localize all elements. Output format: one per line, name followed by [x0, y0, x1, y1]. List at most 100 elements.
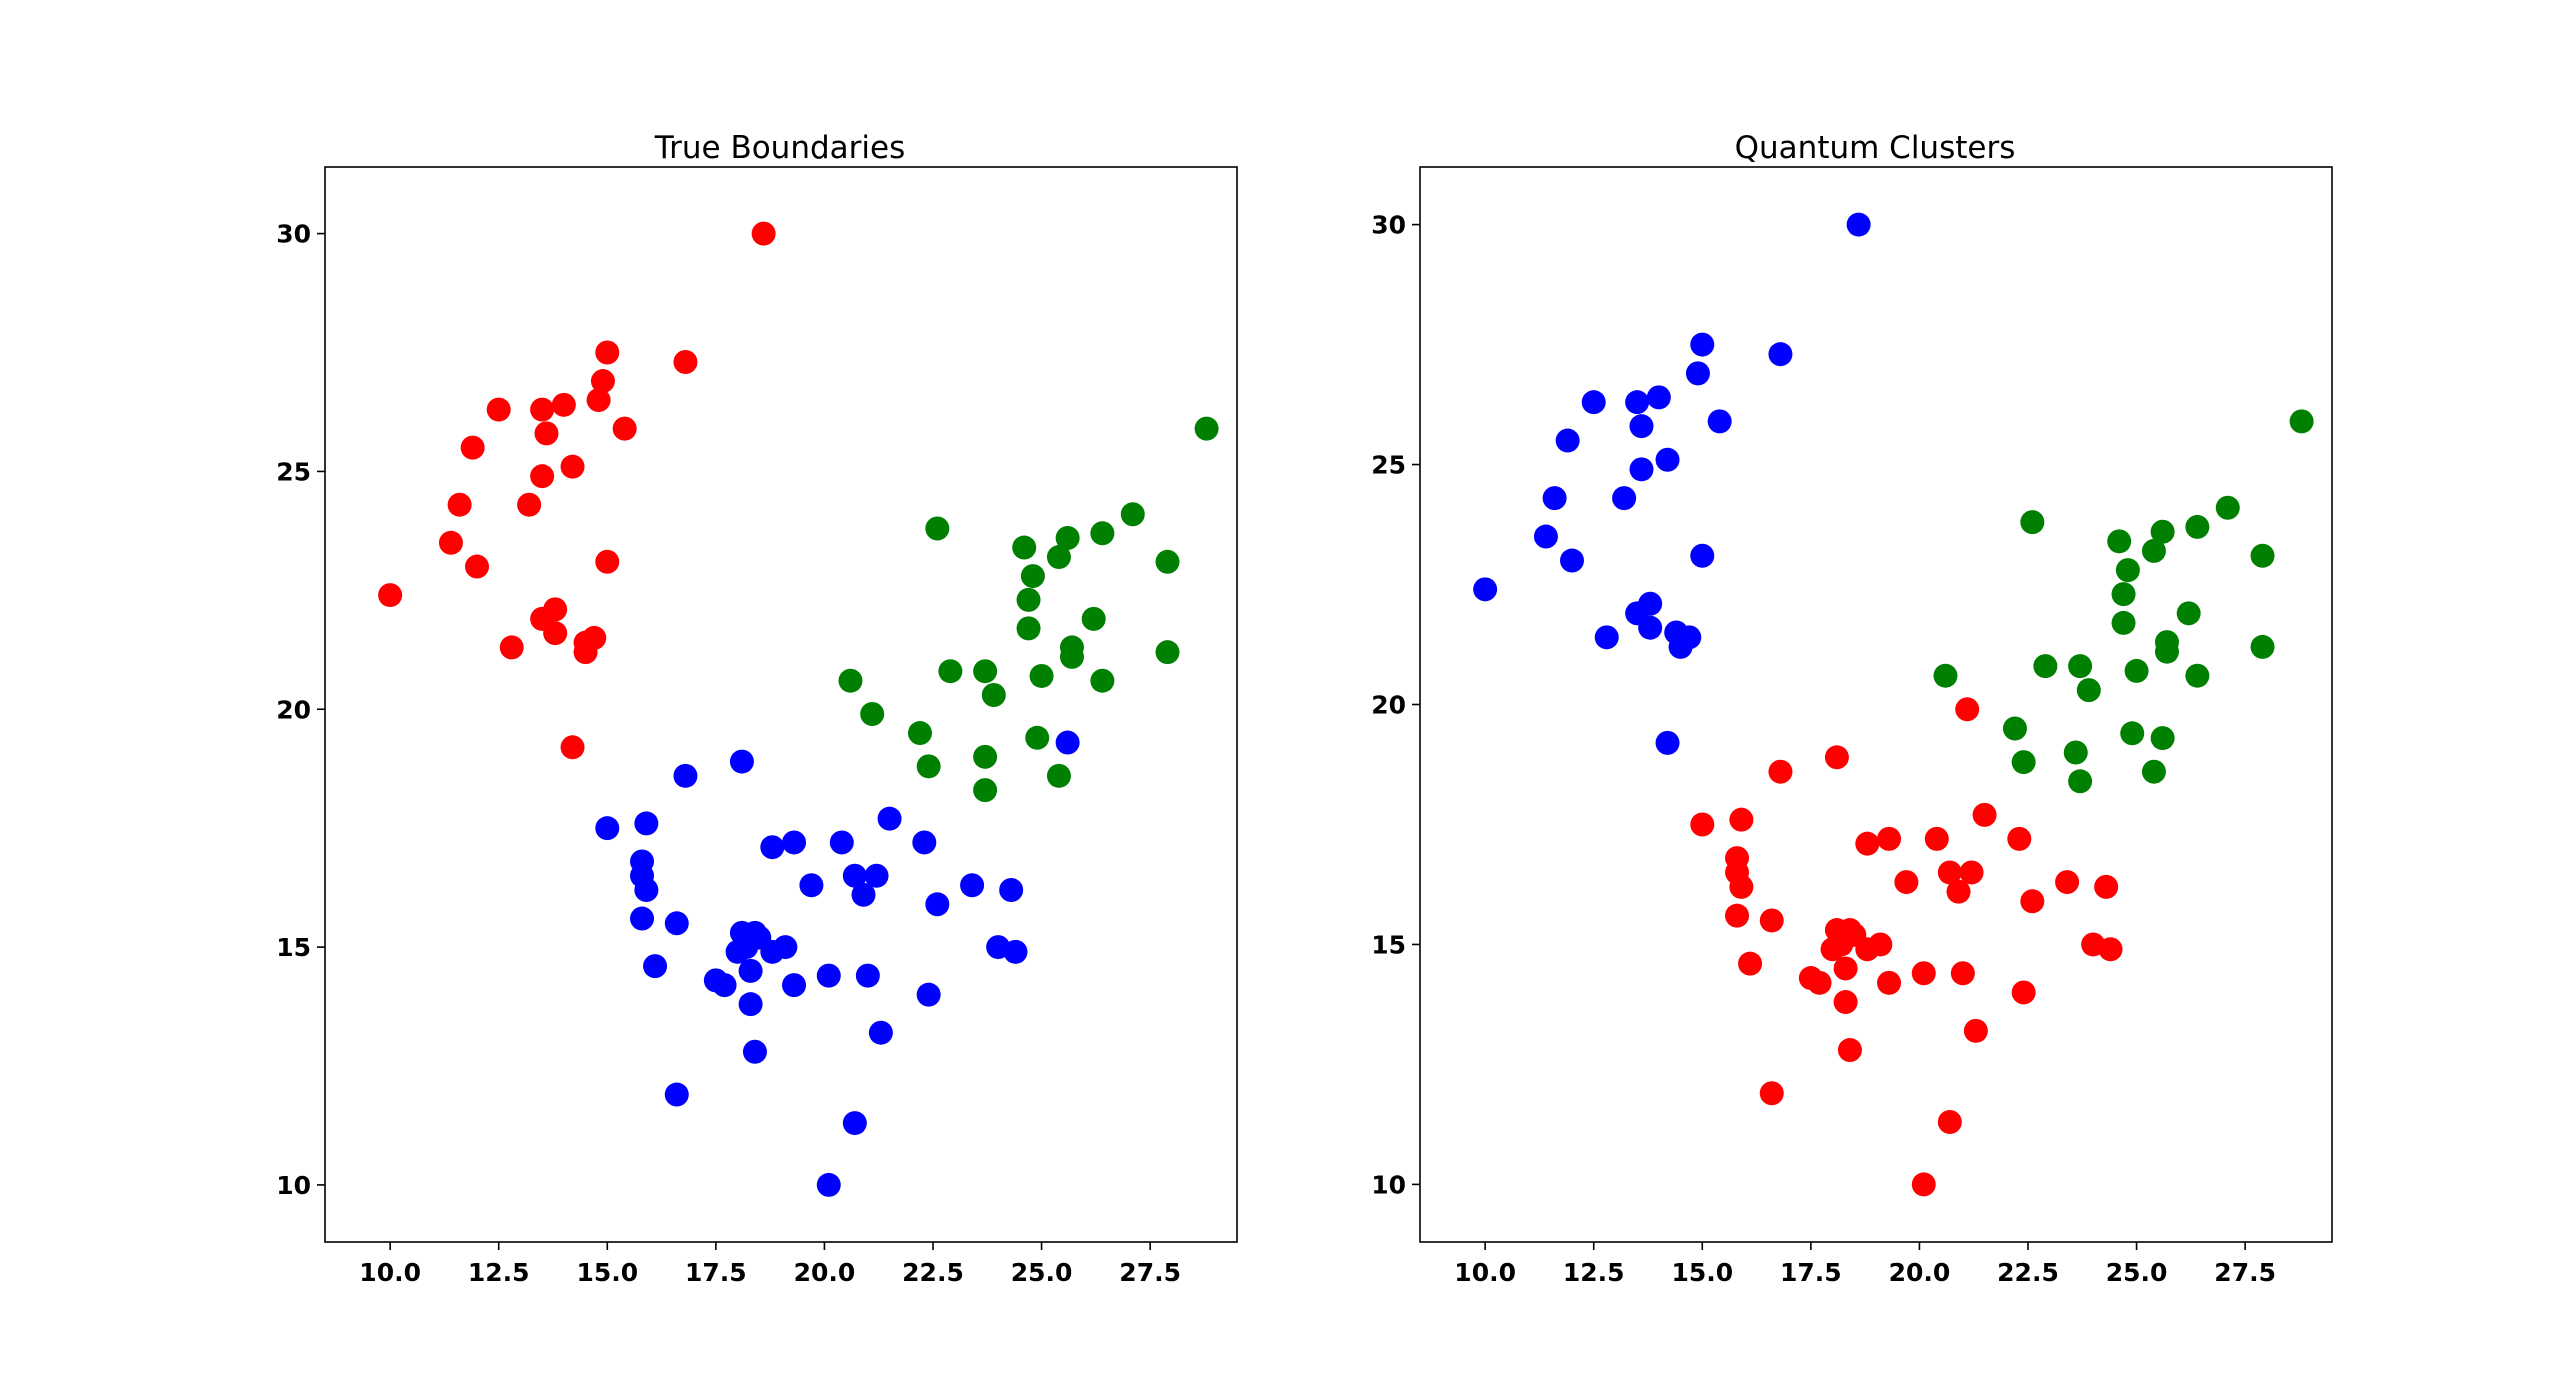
data-point — [1594, 625, 1619, 650]
data-point — [2011, 980, 2036, 1005]
x-tick-label: 15.0 — [576, 1258, 638, 1287]
data-point — [2033, 654, 2058, 679]
data-point — [1837, 1038, 1862, 1063]
data-point — [1090, 521, 1115, 546]
data-point — [912, 830, 937, 855]
data-point — [938, 659, 963, 684]
data-point — [2098, 937, 2123, 962]
data-point — [1729, 874, 1754, 899]
data-point — [916, 982, 941, 1007]
data-point — [378, 583, 403, 608]
chart-title: True Boundaries — [654, 130, 905, 166]
data-point — [2107, 529, 2132, 554]
data-point — [2150, 519, 2175, 544]
axes-frame — [324, 166, 1238, 1243]
x-axis: 10.0 12.5 15.0 17.5 20.0 22.5 25.0 27.5 — [359, 1242, 1181, 1287]
data-point — [551, 392, 576, 417]
data-point — [1542, 486, 1567, 511]
data-point — [595, 549, 620, 574]
x-tick-label: 27.5 — [2214, 1258, 2276, 1287]
data-point — [630, 906, 655, 931]
data-point — [673, 350, 698, 375]
data-point — [2176, 601, 2201, 626]
data-point — [916, 754, 941, 779]
data-point — [973, 659, 998, 684]
data-point — [1638, 615, 1663, 640]
data-point — [2250, 634, 2275, 659]
data-points — [378, 221, 1219, 1197]
data-point — [1046, 763, 1071, 788]
data-point — [907, 721, 932, 746]
y-tick-label: 20 — [1371, 691, 1406, 720]
data-point — [2141, 538, 2166, 563]
data-point — [2076, 678, 2101, 703]
data-point — [1016, 616, 1041, 641]
data-point — [816, 963, 841, 988]
data-point — [517, 492, 542, 517]
data-point — [573, 640, 598, 665]
data-point — [1155, 549, 1180, 574]
x-tick-label: 22.5 — [1997, 1258, 2059, 1287]
data-point — [973, 778, 998, 803]
data-point — [1690, 543, 1715, 568]
data-point — [2150, 726, 2175, 751]
data-point — [1833, 956, 1858, 981]
data-point — [1012, 535, 1037, 560]
data-point — [2007, 826, 2032, 851]
data-point — [534, 421, 559, 446]
data-point — [816, 1172, 841, 1197]
x-tick-label: 10.0 — [1454, 1258, 1516, 1287]
data-point — [1690, 812, 1715, 837]
data-point — [2185, 514, 2210, 539]
y-tick-label: 25 — [1371, 451, 1406, 480]
x-tick-label: 20.0 — [1889, 1258, 1951, 1287]
y-tick-label: 10 — [1371, 1170, 1406, 1199]
data-point — [612, 416, 637, 441]
data-point — [760, 835, 785, 860]
data-point — [838, 668, 863, 693]
data-point — [1690, 332, 1715, 357]
data-point — [2111, 582, 2136, 607]
data-point — [2011, 750, 2036, 775]
data-point — [782, 973, 807, 998]
x-tick-label: 15.0 — [1671, 1258, 1733, 1287]
data-point — [1877, 826, 1902, 851]
data-point — [1581, 390, 1606, 415]
x-tick-label: 27.5 — [1119, 1258, 1181, 1287]
data-point — [981, 682, 1006, 707]
data-point — [2111, 610, 2136, 635]
data-point — [643, 954, 668, 979]
data-point — [1629, 457, 1654, 482]
x-tick-label: 17.5 — [685, 1258, 747, 1287]
data-point — [634, 811, 659, 836]
y-axis: 10 15 20 25 30 — [276, 220, 325, 1200]
data-point — [486, 397, 511, 422]
data-point — [1120, 502, 1145, 527]
x-tick-label: 17.5 — [1780, 1258, 1842, 1287]
data-point — [1933, 663, 1958, 688]
data-point — [543, 621, 568, 646]
data-point — [1046, 545, 1071, 570]
data-point — [877, 806, 902, 831]
data-point — [799, 873, 824, 898]
data-point — [590, 369, 615, 394]
data-point — [664, 911, 689, 936]
y-tick-label: 25 — [276, 457, 311, 486]
data-point — [1055, 730, 1080, 755]
data-point — [1963, 1018, 1988, 1043]
x-tick-label: 12.5 — [468, 1258, 530, 1287]
data-point — [1685, 361, 1710, 386]
data-point — [1946, 879, 1971, 904]
data-point — [1855, 937, 1880, 962]
data-point — [829, 830, 854, 855]
data-point — [973, 744, 998, 769]
data-point — [2002, 716, 2027, 741]
data-point — [1090, 668, 1115, 693]
data-point — [742, 1039, 767, 1064]
data-point — [1759, 1081, 1784, 1106]
data-point — [1555, 428, 1580, 453]
data-point — [1025, 725, 1050, 750]
data-point — [586, 388, 611, 413]
data-point — [760, 939, 785, 964]
data-point — [855, 963, 880, 988]
